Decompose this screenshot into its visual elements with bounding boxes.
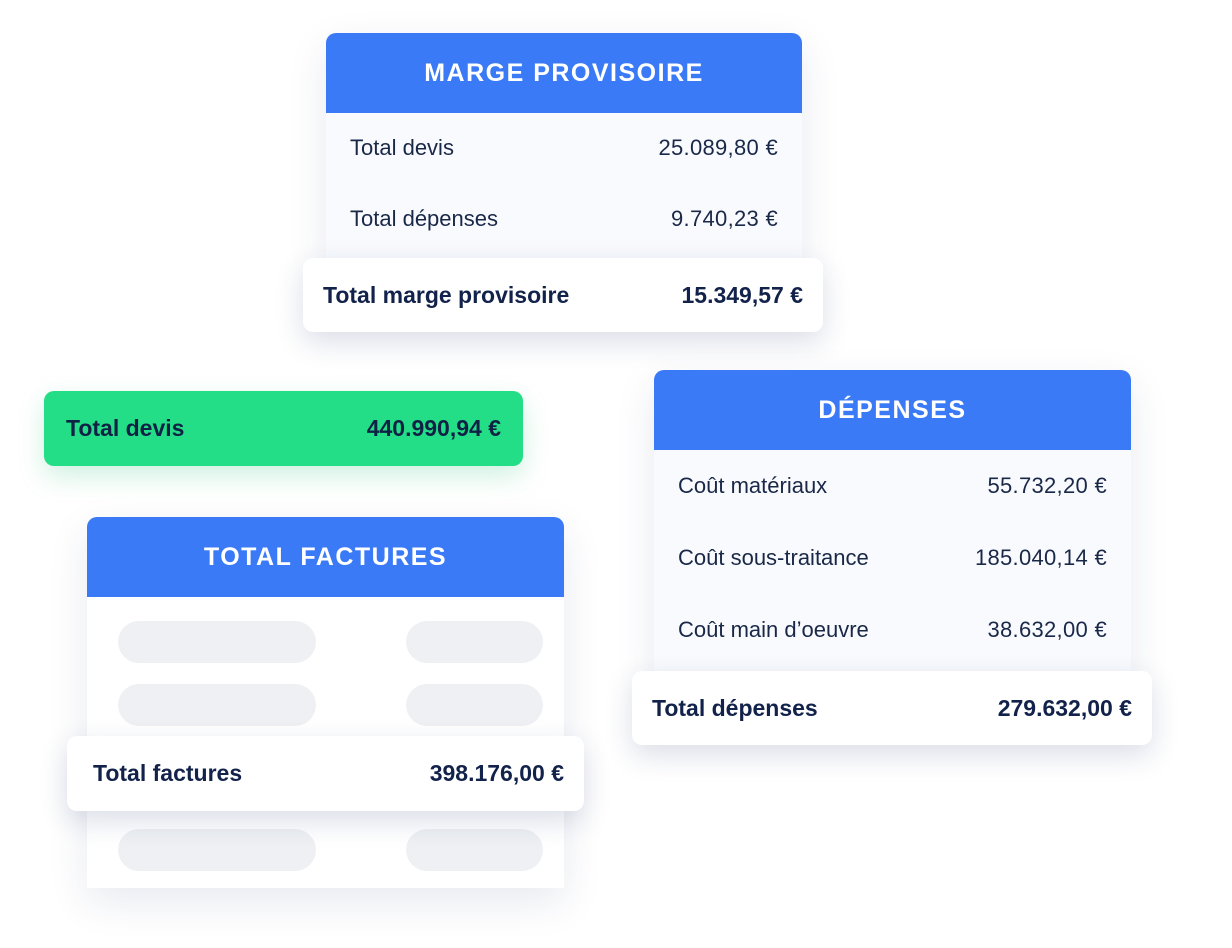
total-marge-provisoire-pill: Total marge provisoire 15.349,57 € [303,258,823,332]
depenses-row-value: 55.732,20 € [987,473,1107,498]
depenses-card: DÉPENSES Coût matériaux 55.732,20 € Coût… [654,370,1131,680]
total-depenses-label: Total dépenses [652,694,818,721]
marge-row-value: 9.740,23 € [671,206,778,231]
skeleton-placeholder [406,621,543,663]
total-factures-label: Total factures [93,760,243,786]
total-depenses-value: 279.632,00 € [997,694,1132,721]
total-marge-label: Total marge provisoire [323,281,570,308]
skeleton-placeholder [118,829,316,871]
depenses-row-sous-traitance: Coût sous-traitance 185.040,14 € [678,545,1107,571]
total-factures-card: TOTAL FACTURES [87,517,564,888]
depenses-row-label: Coût matériaux [678,473,828,498]
total-factures-pill: Total factures 398.176,00 € [67,736,584,811]
skeleton-placeholder [118,621,316,663]
marge-provisoire-title: MARGE PROVISOIRE [326,33,802,113]
depenses-row-main-oeuvre: Coût main d’oeuvre 38.632,00 € [678,617,1107,643]
depenses-row-label: Coût sous-traitance [678,545,869,570]
marge-row-total-depenses: Total dépenses 9.740,23 € [350,206,778,232]
depenses-row-label: Coût main d’oeuvre [678,617,869,642]
marge-row-label: Total devis [350,135,454,160]
depenses-row-materiaux: Coût matériaux 55.732,20 € [678,473,1107,499]
marge-row-label: Total dépenses [350,206,498,231]
depenses-row-value: 185.040,14 € [974,545,1107,570]
marge-provisoire-card: MARGE PROVISOIRE Total devis 25.089,80 €… [326,33,802,263]
skeleton-placeholder [118,684,316,726]
skeleton-placeholder [406,684,543,726]
total-factures-value: 398.176,00 € [429,760,564,786]
marge-row-value: 25.089,80 € [658,135,778,160]
total-devis-label: Total devis [66,415,185,441]
total-devis-pill: Total devis 440.990,94 € [44,391,523,466]
marge-row-total-devis: Total devis 25.089,80 € [350,135,778,161]
total-marge-value: 15.349,57 € [681,281,803,308]
depenses-title: DÉPENSES [654,370,1131,450]
total-devis-value: 440.990,94 € [366,415,501,441]
skeleton-placeholder [406,829,543,871]
total-depenses-pill: Total dépenses 279.632,00 € [632,671,1152,745]
total-factures-title: TOTAL FACTURES [87,517,564,597]
depenses-row-value: 38.632,00 € [987,617,1107,642]
